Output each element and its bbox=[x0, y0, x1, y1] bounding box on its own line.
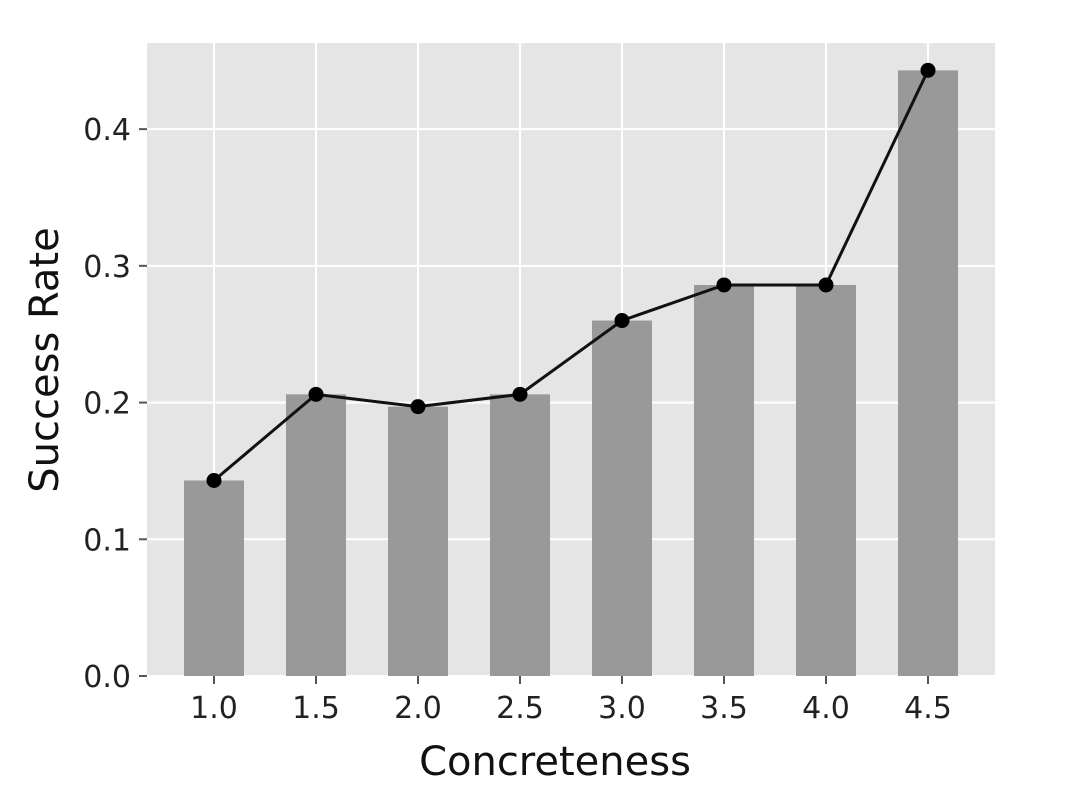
y-axis-ticks: 0.0 0.1 0.2 0.3 0.4 bbox=[83, 113, 147, 695]
bar-1.5 bbox=[286, 394, 346, 676]
bar-3.0 bbox=[592, 320, 652, 676]
plot-area bbox=[147, 43, 995, 676]
y-axis-title: Success Rate bbox=[22, 227, 68, 492]
x-tick-label: 3.0 bbox=[598, 691, 646, 726]
y-tick-label: 0.2 bbox=[83, 387, 131, 422]
bar-1.0 bbox=[184, 480, 244, 676]
line-point-3.5 bbox=[716, 277, 732, 293]
x-tick-label: 2.0 bbox=[394, 691, 442, 726]
line-point-1.5 bbox=[308, 386, 324, 402]
bar-3.5 bbox=[694, 284, 754, 676]
line-point-1.0 bbox=[206, 472, 222, 488]
line-series bbox=[206, 62, 936, 488]
bar-2.5 bbox=[490, 394, 550, 676]
bar-4.0 bbox=[796, 284, 856, 676]
x-tick-label: 2.5 bbox=[496, 691, 544, 726]
line-point-4.5 bbox=[920, 62, 936, 78]
y-tick-label: 0.3 bbox=[83, 250, 131, 285]
y-tick-label: 0.4 bbox=[83, 113, 131, 148]
line-point-4.0 bbox=[818, 277, 834, 293]
y-tick-label: 0.0 bbox=[83, 660, 131, 695]
x-tick-label: 4.0 bbox=[802, 691, 850, 726]
x-axis-ticks: 1.0 1.5 2.0 2.5 3.0 3.5 4.0 4.5 bbox=[190, 676, 952, 726]
x-tick-label: 3.5 bbox=[700, 691, 748, 726]
line-point-3.0 bbox=[614, 313, 630, 329]
bar-4.5 bbox=[898, 70, 958, 677]
bar-series bbox=[184, 70, 958, 677]
line-point-2.0 bbox=[410, 399, 426, 415]
x-tick-label: 1.0 bbox=[190, 691, 238, 726]
bar-2.0 bbox=[388, 406, 448, 676]
success-rate-line bbox=[213, 69, 930, 482]
x-tick-label: 4.5 bbox=[904, 691, 952, 726]
line-point-2.5 bbox=[512, 386, 528, 402]
x-tick-label: 1.5 bbox=[292, 691, 340, 726]
y-tick-label: 0.1 bbox=[83, 523, 131, 558]
x-axis-title: Concreteness bbox=[419, 739, 691, 785]
